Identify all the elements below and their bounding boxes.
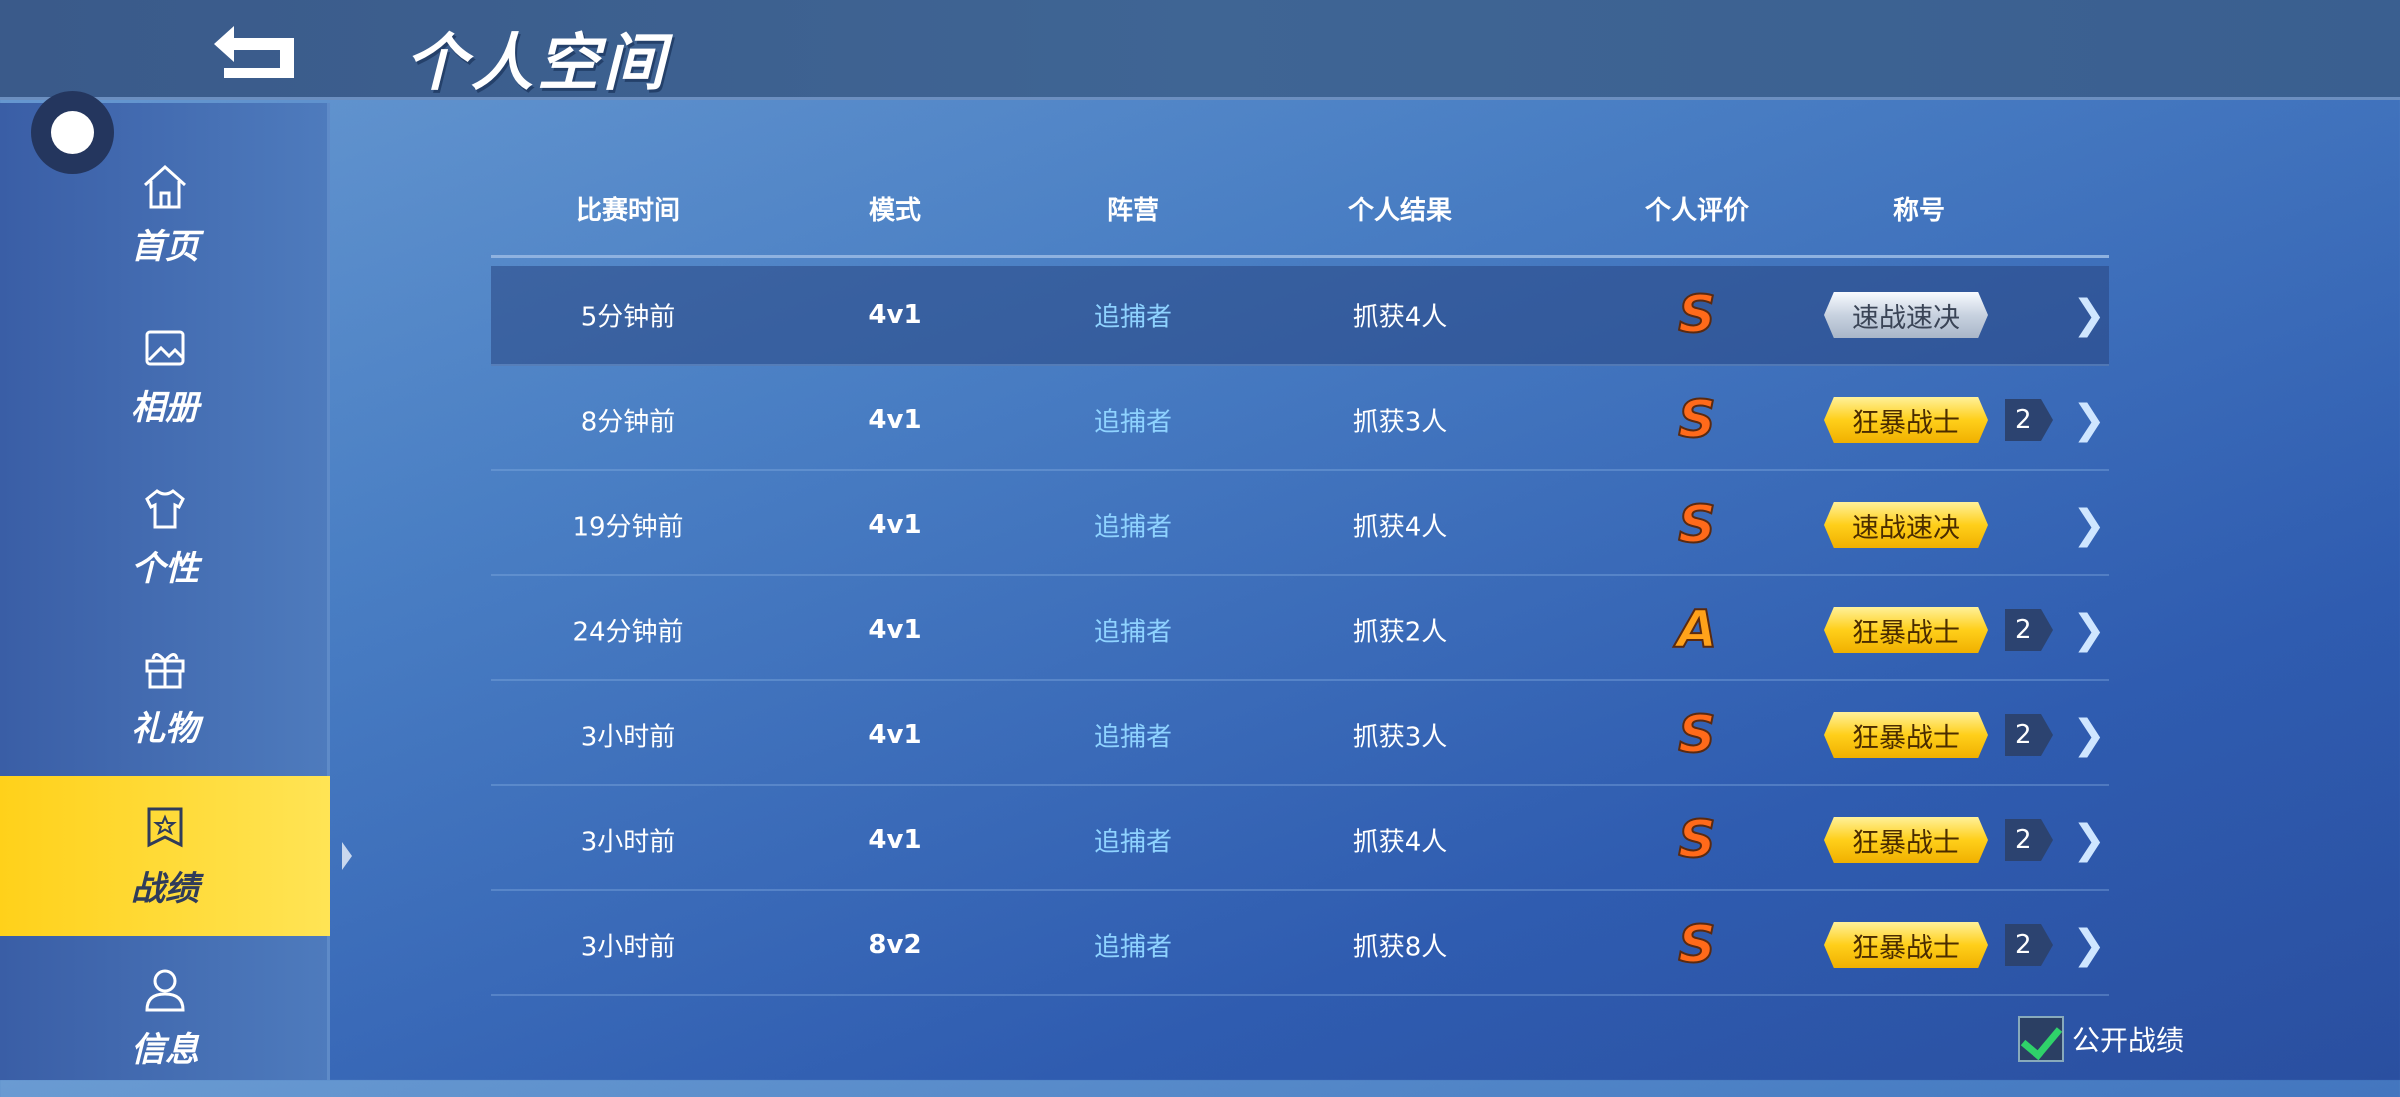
match-time: 24分钟前 xyxy=(572,617,684,648)
table-row[interactable]: 19分钟前 4v1 追捕者 抓获4人 S 速战速决 ❯ xyxy=(491,476,2109,576)
match-time: 5分钟前 xyxy=(580,302,676,333)
match-camp: 追捕者 xyxy=(1093,617,1173,648)
match-result: 抓获4人 xyxy=(1352,512,1448,543)
badge-icon xyxy=(147,807,183,847)
shirt-icon xyxy=(145,488,185,528)
match-time: 19分钟前 xyxy=(572,512,684,543)
sidebar-item-home[interactable]: 首页 xyxy=(0,134,330,294)
match-camp: 追捕者 xyxy=(1093,827,1173,858)
sidebar-item-records[interactable]: 战绩 xyxy=(0,776,352,936)
sidebar-item-label: 个性 xyxy=(131,548,199,589)
match-result: 抓获3人 xyxy=(1352,722,1448,753)
grade-s-icon: S xyxy=(1677,914,1716,976)
top-bar: 个人空间 xyxy=(0,0,2400,100)
sidebar-item-album[interactable]: 相册 xyxy=(0,295,330,455)
table-row[interactable]: 3小时前 4v1 追捕者 抓获4人 S 狂暴战士 2 ❯ xyxy=(491,791,2109,891)
sidebar-item-gift[interactable]: 礼物 xyxy=(0,616,330,776)
back-arrow-icon[interactable] xyxy=(210,22,300,78)
sidebar-item-label: 首页 xyxy=(131,226,199,267)
match-result: 抓获8人 xyxy=(1352,932,1448,963)
chevron-right-icon[interactable]: ❯ xyxy=(2072,607,2106,653)
match-mode: 4v1 xyxy=(868,825,922,855)
grade-s-icon: S xyxy=(1677,494,1716,556)
match-time: 3小时前 xyxy=(580,722,676,753)
match-camp: 追捕者 xyxy=(1093,407,1173,438)
match-camp: 追捕者 xyxy=(1093,932,1173,963)
match-time: 3小时前 xyxy=(580,827,676,858)
chevron-right-icon[interactable]: ❯ xyxy=(2072,922,2106,968)
sidebar: 首页 相册 个性 礼物 战绩 信息 xyxy=(0,103,352,1080)
checkbox-checked-icon[interactable] xyxy=(2018,1016,2064,1062)
title-level: 2 xyxy=(2005,819,2053,861)
column-header-time: 比赛时间 xyxy=(575,196,681,226)
grade-a-icon: A xyxy=(1676,599,1718,661)
grade-s-icon: S xyxy=(1677,284,1716,346)
title-badge: 狂暴战士 xyxy=(1824,607,1988,653)
sidebar-item-label: 礼物 xyxy=(131,708,199,749)
title-level: 2 xyxy=(2005,399,2053,441)
grade-s-icon: S xyxy=(1677,704,1716,766)
public-records-label: 公开战绩 xyxy=(2072,1024,2185,1057)
match-mode: 4v1 xyxy=(868,720,922,750)
floating-assistive-button[interactable] xyxy=(31,91,114,174)
match-mode: 4v1 xyxy=(868,510,922,540)
chevron-right-icon[interactable]: ❯ xyxy=(2072,712,2106,758)
sidebar-item-label: 信息 xyxy=(131,1029,199,1070)
column-header-rating: 个人评价 xyxy=(1644,196,1750,226)
image-icon xyxy=(145,330,185,365)
table-row[interactable]: 5分钟前 4v1 追捕者 抓获4人 S 速战速决 ❯ xyxy=(491,266,2109,366)
title-badge: 狂暴战士 xyxy=(1824,817,1988,863)
match-mode: 4v1 xyxy=(868,300,922,330)
match-time: 8分钟前 xyxy=(580,407,676,438)
sidebar-item-style[interactable]: 个性 xyxy=(0,456,330,616)
grade-s-icon: S xyxy=(1677,389,1716,451)
grade-s-icon: S xyxy=(1677,809,1716,871)
match-mode: 8v2 xyxy=(868,930,922,960)
match-camp: 追捕者 xyxy=(1093,302,1173,333)
title-badge: 狂暴战士 xyxy=(1824,397,1988,443)
title-badge: 速战速决 xyxy=(1824,502,1988,548)
match-result: 抓获2人 xyxy=(1352,617,1448,648)
home-icon xyxy=(143,164,187,208)
title-badge: 狂暴战士 xyxy=(1824,712,1988,758)
chevron-right-icon[interactable]: ❯ xyxy=(2072,292,2106,338)
sidebar-item-label: 战绩 xyxy=(131,868,199,909)
title-badge: 狂暴战士 xyxy=(1824,922,1988,968)
chevron-right-icon[interactable]: ❯ xyxy=(2072,502,2106,548)
header-divider xyxy=(491,255,2109,258)
match-camp: 追捕者 xyxy=(1093,722,1173,753)
table-row[interactable]: 24分钟前 4v1 追捕者 抓获2人 A 狂暴战士 2 ❯ xyxy=(491,581,2109,681)
user-icon xyxy=(145,969,185,1011)
sidebar-item-info[interactable]: 信息 xyxy=(0,937,330,1097)
public-records-checkbox[interactable]: 公开战绩 xyxy=(2018,1016,2184,1062)
column-header-mode: 模式 xyxy=(868,196,922,226)
sidebar-item-label: 相册 xyxy=(131,387,199,428)
column-header-result: 个人结果 xyxy=(1347,196,1453,226)
match-result: 抓获4人 xyxy=(1352,827,1448,858)
table-row[interactable]: 3小时前 8v2 追捕者 抓获8人 S 狂暴战士 2 ❯ xyxy=(491,896,2109,996)
column-header-camp: 阵营 xyxy=(1106,196,1160,226)
table-row[interactable]: 8分钟前 4v1 追捕者 抓获3人 S 狂暴战士 2 ❯ xyxy=(491,371,2109,471)
chevron-right-icon[interactable]: ❯ xyxy=(2072,397,2106,443)
match-mode: 4v1 xyxy=(868,405,922,435)
title-level: 2 xyxy=(2005,714,2053,756)
gift-icon xyxy=(145,652,185,688)
table-row[interactable]: 3小时前 4v1 追捕者 抓获3人 S 狂暴战士 2 ❯ xyxy=(491,686,2109,786)
match-mode: 4v1 xyxy=(868,615,922,645)
title-level: 2 xyxy=(2005,924,2053,966)
match-result: 抓获4人 xyxy=(1352,302,1448,333)
title-level: 2 xyxy=(2005,609,2053,651)
match-result: 抓获3人 xyxy=(1352,407,1448,438)
match-time: 3小时前 xyxy=(580,932,676,963)
title-badge: 速战速决 xyxy=(1824,292,1988,338)
page-title: 个人空间 xyxy=(405,26,670,99)
chevron-right-icon[interactable]: ❯ xyxy=(2072,817,2106,863)
match-camp: 追捕者 xyxy=(1093,512,1173,543)
column-header-title: 称号 xyxy=(1892,196,1946,226)
